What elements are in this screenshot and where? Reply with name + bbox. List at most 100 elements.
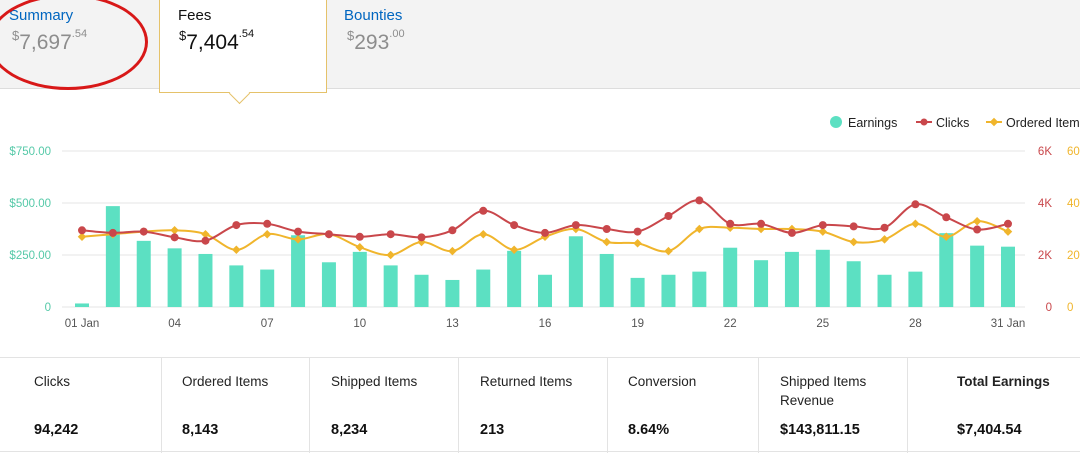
tab-fees-amount: $7,404.54 (179, 28, 255, 54)
clicks-point (232, 221, 241, 230)
stat-total-earnings: Total Earnings $7,404.54 (908, 358, 1080, 453)
clicks-point (880, 223, 889, 232)
clicks-point (139, 227, 148, 236)
ordered-items-point (201, 229, 210, 239)
ordered-items-point (880, 235, 889, 244)
ordered-items-point (386, 250, 395, 260)
clicks-point (324, 230, 333, 239)
earnings-bar (568, 236, 583, 307)
legend-ordered-items[interactable]: Ordered Items (986, 116, 1080, 130)
tab-summary[interactable]: Summary $7,697.54 (9, 0, 149, 88)
earnings-bar (599, 253, 614, 307)
clicks-point (911, 200, 920, 209)
earnings-bar (507, 250, 522, 307)
x-tick-label: 31 Jan (991, 318, 1026, 330)
ordered-items-point (602, 237, 611, 247)
ordered-items-point (479, 229, 488, 239)
stat-total-earnings-label: Total Earnings (957, 374, 1050, 389)
clicks-point (201, 236, 210, 245)
y-right-clicks-tick-label: 4K (1038, 198, 1052, 210)
stat-shipped-revenue-label: Shipped Items Revenue (780, 374, 867, 408)
earnings-bar (939, 233, 954, 307)
earnings-bar (136, 240, 151, 307)
earnings-bar (383, 265, 398, 307)
ordered-items-point (170, 226, 179, 235)
y-left-tick-label: $750.00 (9, 146, 51, 158)
earnings-bar (291, 235, 306, 307)
earnings-bar (723, 247, 738, 307)
clicks-point (479, 206, 488, 215)
y-right-clicks-tick-label: 0 (1046, 302, 1052, 314)
earnings-tab-bar: Summary $7,697.54 Fees $7,404.54 Bountie… (0, 0, 1080, 93)
y-right-clicks-tick-label: 2K (1038, 250, 1052, 262)
clicks-point (973, 225, 982, 234)
clicks-point (787, 228, 796, 237)
clicks-point (602, 225, 611, 233)
stat-clicks: Clicks 94,242 (0, 358, 162, 453)
earnings-bar (630, 277, 645, 307)
chart-legend: Earnings Clicks Ordered Items (830, 116, 1080, 130)
earnings-bar (260, 269, 275, 307)
clicks-point (571, 221, 580, 230)
x-tick-label: 07 (261, 318, 274, 330)
stat-total-earnings-value: $7,404.54 (957, 422, 1022, 438)
clicks-point (510, 221, 519, 230)
clicks-point (942, 213, 951, 222)
clicks-point (448, 226, 457, 235)
ordered-items-point (232, 245, 241, 255)
stat-shipped-revenue-value: $143,811.15 (780, 422, 860, 438)
earnings-bar (75, 303, 89, 307)
stat-returned-items-label: Returned Items (480, 374, 573, 389)
clicks-point (664, 212, 673, 220)
clicks-point (757, 219, 766, 228)
tab-bounties[interactable]: Bounties $293.00 (344, 0, 484, 88)
clicks-point (695, 196, 704, 205)
legend-earnings[interactable]: Earnings (830, 116, 897, 130)
tab-summary-amount: $7,697.54 (12, 28, 88, 54)
earnings-bar (538, 274, 552, 307)
ordered-items-point (633, 239, 642, 248)
legend-clicks[interactable]: Clicks (916, 116, 969, 130)
y-right-ordered-tick-label: 20 (1067, 250, 1080, 262)
legend-ordered-swatch (989, 117, 999, 127)
ordered-items-point (355, 242, 365, 252)
ordered-items-point (262, 229, 272, 239)
y-right-clicks-tick-label: 6K (1038, 146, 1052, 158)
earnings-bar (908, 271, 923, 307)
x-tick-label: 01 Jan (65, 318, 100, 330)
x-tick-label: 16 (539, 318, 552, 330)
y-right-ordered-tick-label: 40 (1067, 198, 1080, 210)
legend-clicks-label: Clicks (936, 116, 969, 130)
clicks-point (726, 219, 735, 228)
clicks-point (541, 228, 549, 237)
stat-conversion-label: Conversion (628, 374, 697, 389)
tab-fees[interactable]: Fees $7,404.54 (159, 0, 327, 93)
earnings-bar (229, 265, 244, 307)
clicks-point (849, 222, 858, 231)
y-left-tick-label: $250.00 (9, 250, 51, 262)
ordered-items-point (1003, 227, 1013, 236)
ordered-items-point (509, 245, 519, 255)
clicks-point (1004, 219, 1012, 228)
clicks-point (355, 232, 364, 241)
clicks-point (170, 233, 179, 242)
clicks-point (263, 219, 272, 228)
clicks-point (633, 227, 642, 236)
ordered-items-point (695, 224, 704, 234)
tab-bounties-amount: $293.00 (347, 28, 405, 54)
earnings-bar (846, 261, 861, 307)
earnings-bar (754, 260, 769, 307)
clicks-point (78, 226, 86, 235)
stat-shipped-items: Shipped Items 8,234 (310, 358, 459, 453)
earnings-bar (352, 251, 367, 307)
y-right-ordered-tick-label: 0 (1067, 302, 1073, 314)
tab-bounties-title: Bounties (344, 7, 403, 24)
ordered-items-point (664, 246, 673, 256)
earnings-bar (661, 274, 676, 307)
earnings-bar (445, 279, 460, 307)
x-tick-label: 25 (816, 318, 829, 330)
stat-conversion: Conversion 8.64% (608, 358, 759, 453)
stat-shipped-revenue: Shipped Items Revenue $143,811.15 (759, 358, 908, 453)
earnings-bar (692, 271, 707, 307)
x-tick-label: 13 (446, 318, 459, 330)
